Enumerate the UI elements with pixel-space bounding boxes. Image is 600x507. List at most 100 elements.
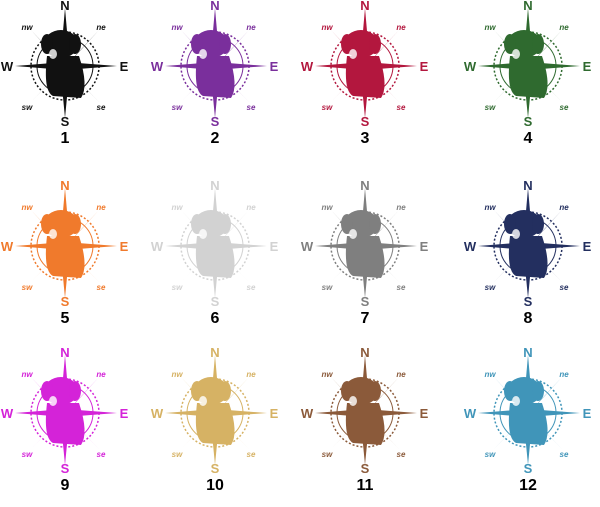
compass-letter-se: se — [397, 103, 406, 112]
compass-letter-e: E — [420, 406, 429, 421]
compass-letter-nw: nw — [484, 203, 496, 212]
variant-7[interactable]: N E S W nw ne sw se 7 — [295, 180, 435, 340]
compass-letter-nw: nw — [484, 23, 496, 32]
variant-2[interactable]: N E S W nw ne sw se 2 — [145, 0, 285, 160]
compass-letter-w: W — [1, 59, 14, 74]
compass-letter-s: S — [61, 461, 70, 476]
compass-letter-ne: ne — [559, 203, 569, 212]
dog-icon — [341, 210, 385, 278]
compass-letter-ne: ne — [246, 370, 256, 379]
compass-letter-s: S — [361, 294, 370, 309]
compass-letter-sw: sw — [485, 450, 496, 459]
dog-icon — [191, 377, 235, 445]
compass-letter-w: W — [151, 406, 164, 421]
dog-icon — [41, 30, 85, 98]
compass-letter-s: S — [61, 294, 70, 309]
compass-letter-e: E — [583, 239, 592, 254]
compass-letter-e: E — [420, 59, 429, 74]
variant-number: 3 — [360, 130, 370, 147]
dog-icon — [504, 30, 548, 98]
variant-number: 8 — [523, 310, 533, 327]
compass-dog-design: N E S W nw ne sw se — [1, 0, 129, 129]
variant-10[interactable]: N E S W nw ne sw se 10 — [145, 347, 285, 507]
variant-4[interactable]: N E S W nw ne sw se 4 — [458, 0, 598, 160]
dog-icon — [191, 30, 235, 98]
compass-letter-sw: sw — [485, 103, 496, 112]
compass-letter-ne: ne — [96, 203, 106, 212]
variant-number: 12 — [519, 477, 537, 494]
compass-letter-w: W — [301, 59, 314, 74]
compass-letter-w: W — [151, 239, 164, 254]
variant-number: 7 — [360, 310, 370, 327]
compass-letter-s: S — [211, 294, 220, 309]
variant-11[interactable]: N E S W nw ne sw se 11 — [295, 347, 435, 507]
compass-letter-sw: sw — [22, 450, 33, 459]
compass-letter-n: N — [60, 0, 69, 13]
compass-dog-design: N E S W nw ne sw se — [151, 347, 279, 476]
compass-letter-se: se — [97, 103, 106, 112]
dog-icon — [191, 210, 235, 278]
compass-letter-nw: nw — [484, 370, 496, 379]
variant-3[interactable]: N E S W nw ne sw se 3 — [295, 0, 435, 160]
compass-letter-s: S — [524, 461, 533, 476]
compass-letter-s: S — [61, 114, 70, 129]
compass-letter-w: W — [1, 239, 14, 254]
compass-dog-design: N E S W nw ne sw se — [151, 180, 279, 309]
compass-letter-e: E — [270, 59, 279, 74]
compass-letter-s: S — [361, 461, 370, 476]
compass-letter-s: S — [524, 114, 533, 129]
compass-letter-se: se — [560, 450, 569, 459]
compass-letter-n: N — [523, 0, 532, 13]
compass-letter-n: N — [60, 180, 69, 193]
compass-letter-e: E — [420, 239, 429, 254]
compass-letter-s: S — [211, 461, 220, 476]
variant-9[interactable]: N E S W nw ne sw se 9 — [0, 347, 135, 507]
dog-icon — [341, 377, 385, 445]
variant-5[interactable]: N E S W nw ne sw se 5 — [0, 180, 135, 340]
compass-dog-design: N E S W nw ne sw se — [151, 0, 279, 129]
compass-letter-w: W — [301, 239, 314, 254]
compass-letter-e: E — [120, 406, 129, 421]
variant-8[interactable]: N E S W nw ne sw se 8 — [458, 180, 598, 340]
compass-letter-se: se — [247, 283, 256, 292]
compass-letter-sw: sw — [22, 283, 33, 292]
compass-letter-e: E — [583, 406, 592, 421]
dog-icon — [41, 377, 85, 445]
variant-number: 11 — [356, 477, 374, 494]
compass-letter-sw: sw — [172, 103, 183, 112]
variant-12[interactable]: N E S W nw ne sw se 12 — [458, 347, 598, 507]
compass-letter-e: E — [120, 239, 129, 254]
compass-letter-nw: nw — [21, 370, 33, 379]
dog-icon — [504, 210, 548, 278]
compass-letter-sw: sw — [172, 450, 183, 459]
compass-letter-se: se — [560, 283, 569, 292]
compass-letter-ne: ne — [559, 370, 569, 379]
compass-letter-w: W — [464, 406, 477, 421]
compass-letter-n: N — [210, 0, 219, 13]
variant-number: 6 — [210, 310, 220, 327]
compass-letter-n: N — [210, 180, 219, 193]
compass-letter-n: N — [60, 347, 69, 360]
compass-letter-nw: nw — [321, 203, 333, 212]
variant-number: 10 — [206, 477, 224, 494]
compass-letter-nw: nw — [21, 23, 33, 32]
compass-letter-se: se — [397, 283, 406, 292]
variant-1[interactable]: N E S W nw ne sw se 1 — [0, 0, 135, 160]
compass-letter-n: N — [360, 347, 369, 360]
compass-letter-sw: sw — [322, 103, 333, 112]
variant-6[interactable]: N E S W nw ne sw se 6 — [145, 180, 285, 340]
compass-dog-design: N E S W nw ne sw se — [301, 180, 429, 309]
compass-letter-n: N — [523, 347, 532, 360]
compass-letter-se: se — [97, 450, 106, 459]
dog-icon — [341, 30, 385, 98]
compass-letter-s: S — [524, 294, 533, 309]
compass-dog-design: N E S W nw ne sw se — [464, 347, 592, 476]
variant-number: 1 — [60, 130, 70, 147]
compass-letter-sw: sw — [172, 283, 183, 292]
variant-number: 9 — [60, 477, 70, 494]
compass-letter-nw: nw — [171, 203, 183, 212]
compass-letter-w: W — [151, 59, 164, 74]
compass-letter-sw: sw — [322, 450, 333, 459]
compass-letter-ne: ne — [246, 203, 256, 212]
compass-letter-w: W — [301, 406, 314, 421]
